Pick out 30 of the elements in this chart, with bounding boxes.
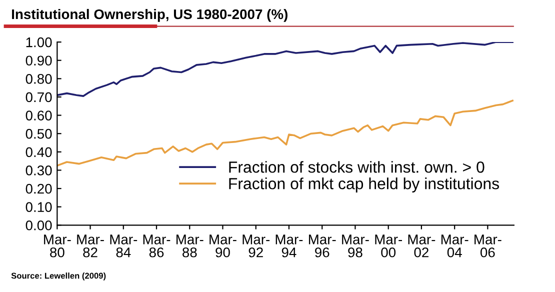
- x-tick-label: Mar- 88: [176, 234, 204, 258]
- x-tick-label: Mar- 98: [342, 234, 369, 258]
- x-tick-label: Mar- 94: [276, 234, 303, 258]
- x-tick-label: Mar- 92: [242, 234, 270, 258]
- legend-label: Fraction of mkt cap held by institutions: [229, 178, 499, 192]
- y-tick-label: 0.00: [26, 220, 52, 230]
- y-tick-label: 1.00: [26, 37, 52, 48]
- y-tick-label: 0.60: [26, 110, 52, 120]
- y-tick-label: 0.50: [26, 128, 52, 139]
- x-tick-label: Mar- 04: [441, 234, 468, 258]
- x-tick-label: Mar- 02: [408, 234, 436, 258]
- x-tick-label: Mar- 96: [308, 234, 336, 258]
- x-tick-label: Mar- 80: [44, 234, 71, 258]
- source-note: Source: Lewellen (2009): [11, 272, 106, 280]
- line-series: [57, 42, 514, 97]
- x-tick-label: Mar- 06: [474, 234, 502, 258]
- x-tick-label: Mar- 82: [77, 234, 104, 258]
- y-tick-label: 0.30: [26, 166, 52, 176]
- y-tick-label: 0.70: [26, 92, 52, 102]
- x-tick-label: Mar- 86: [143, 234, 170, 258]
- chart-title: Institutional Ownership, US 1980-2007 (%): [12, 8, 288, 22]
- x-tick-label: Mar- 90: [210, 234, 236, 258]
- x-tick-label: Mar- 00: [375, 234, 402, 258]
- y-tick-label: 0.90: [26, 56, 52, 66]
- x-tick-label: Mar- 84: [110, 234, 138, 258]
- y-tick-label: 0.20: [26, 184, 52, 194]
- legend-label: Fraction of stocks with inst. own. > 0: [229, 161, 484, 173]
- y-tick-label: 0.80: [26, 74, 52, 84]
- y-tick-label: 0.10: [26, 202, 52, 212]
- y-tick-label: 0.40: [26, 147, 52, 158]
